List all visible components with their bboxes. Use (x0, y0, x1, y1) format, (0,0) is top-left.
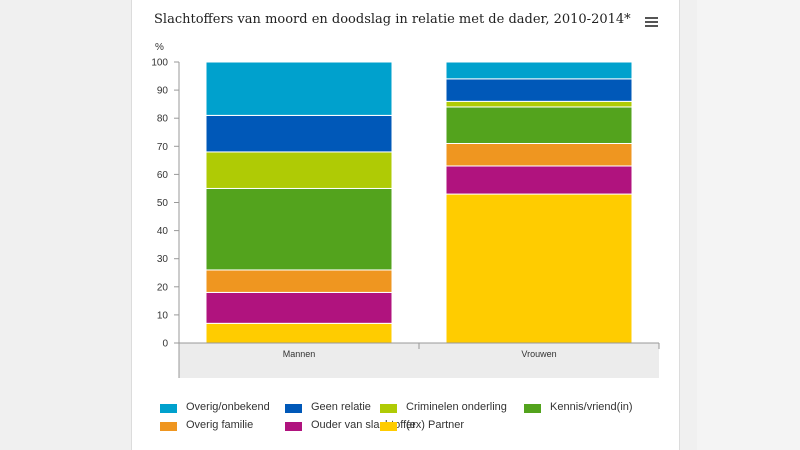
legend-swatch (160, 404, 177, 413)
x-category-label: Vrouwen (521, 349, 556, 359)
bar-segment-vrouwen-kennis-vriend-in[interactable] (445, 106, 633, 144)
y-tick-label: 0 (162, 339, 168, 350)
legend-label: Overig/onbekend (186, 401, 270, 413)
bar-segment-mannen-kennis-vriend-in[interactable] (205, 187, 393, 271)
legend-swatch (524, 404, 541, 413)
y-tick-label: 70 (157, 142, 169, 153)
y-tick-label: 10 (157, 310, 169, 321)
bar-segment-vrouwen-overig-onbekend[interactable] (445, 61, 633, 80)
y-tick-label: 90 (157, 86, 169, 97)
bar-segment-vrouwen-ouder-van-slachtoffer[interactable] (445, 165, 633, 195)
bar-segment-mannen-geen-relatie[interactable] (205, 114, 393, 153)
bar-segment-vrouwen-overig-familie[interactable] (445, 142, 633, 167)
legend-swatch (285, 404, 302, 413)
y-tick-label: 40 (157, 226, 169, 237)
bar-segment-mannen-overig-familie[interactable] (205, 269, 393, 293)
bar-segment-vrouwen-criminelen-onderling[interactable] (445, 100, 633, 108)
legend-swatch (285, 422, 302, 431)
y-axis-unit-label: % (155, 42, 164, 53)
y-tick-label: 30 (157, 254, 169, 265)
legend-label: Criminelen onderling (406, 401, 507, 413)
stacked-bar-chart: % 0 10 20 30 40 50 60 70 80 90 100 Mannen Vrouwen (151, 42, 660, 378)
legend-label: Kennis/vriend(in) (550, 401, 633, 413)
legend-swatch (380, 422, 397, 431)
legend-swatch (160, 422, 177, 431)
x-axis: Mannen Vrouwen (178, 342, 660, 359)
bar-segment-mannen-ouder-van-slachtoffer[interactable] (205, 291, 393, 324)
legend-label: Ouder van slachtoffer (311, 419, 416, 431)
chart-marks (205, 61, 633, 344)
legend-label: (ex) Partner (406, 419, 465, 431)
hamburger-menu-icon[interactable] (645, 17, 658, 28)
bar-segment-vrouwen-geen-relatie[interactable] (445, 78, 633, 102)
bar-segment-vrouwen-ex-partner[interactable] (445, 193, 633, 344)
right-side-strip (697, 0, 800, 450)
y-axis: 0 10 20 30 40 50 60 70 80 90 100 (151, 58, 180, 378)
y-tick-label: 100 (151, 58, 168, 69)
y-tick-label: 50 (157, 198, 169, 209)
legend-label: Overig familie (186, 419, 254, 431)
y-tick-label: 80 (157, 114, 169, 125)
bar-segment-mannen-criminelen-onderling[interactable] (205, 151, 393, 189)
y-tick-label: 60 (157, 170, 169, 181)
bar-segment-mannen-overig-onbekend[interactable] (205, 61, 393, 116)
chart-title: Slachtoffers van moord en doodslag in re… (154, 12, 631, 27)
legend-swatch (380, 404, 397, 413)
y-tick-label: 20 (157, 282, 169, 293)
bar-segment-mannen-ex-partner[interactable] (205, 322, 393, 344)
x-category-label: Mannen (283, 349, 316, 359)
legend-label: Geen relatie (311, 401, 371, 413)
